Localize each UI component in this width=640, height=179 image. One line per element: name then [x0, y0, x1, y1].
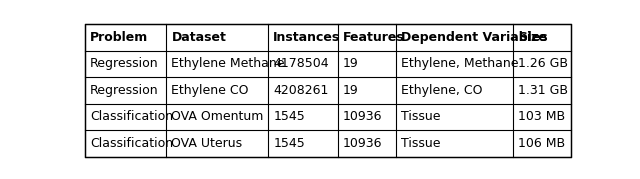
Text: 4178504: 4178504 — [273, 57, 329, 70]
Text: 19: 19 — [343, 57, 359, 70]
Text: Classification: Classification — [90, 110, 173, 123]
Text: Ethylene, CO: Ethylene, CO — [401, 84, 483, 97]
Text: 1545: 1545 — [273, 110, 305, 123]
Text: Regression: Regression — [90, 57, 159, 70]
Text: OVA Omentum: OVA Omentum — [172, 110, 264, 123]
Text: 1545: 1545 — [273, 137, 305, 150]
Text: Ethylene, Methane: Ethylene, Methane — [401, 57, 519, 70]
Text: 1.31 GB: 1.31 GB — [518, 84, 568, 97]
Text: Ethylene CO: Ethylene CO — [172, 84, 249, 97]
Text: Instances: Instances — [273, 31, 340, 44]
Text: Regression: Regression — [90, 84, 159, 97]
Text: Size: Size — [518, 31, 547, 44]
Text: 1.26 GB: 1.26 GB — [518, 57, 568, 70]
Text: 4208261: 4208261 — [273, 84, 329, 97]
Text: Features: Features — [343, 31, 405, 44]
Text: Problem: Problem — [90, 31, 148, 44]
Text: OVA Uterus: OVA Uterus — [172, 137, 243, 150]
Text: Ethylene Methane: Ethylene Methane — [172, 57, 285, 70]
Text: 10936: 10936 — [343, 110, 383, 123]
Text: 106 MB: 106 MB — [518, 137, 565, 150]
Text: Tissue: Tissue — [401, 137, 441, 150]
Text: Classification: Classification — [90, 137, 173, 150]
Text: 10936: 10936 — [343, 137, 383, 150]
Text: 103 MB: 103 MB — [518, 110, 565, 123]
Text: 19: 19 — [343, 84, 359, 97]
Text: Dataset: Dataset — [172, 31, 227, 44]
Text: Tissue: Tissue — [401, 110, 441, 123]
Text: Dependent Variables: Dependent Variables — [401, 31, 548, 44]
